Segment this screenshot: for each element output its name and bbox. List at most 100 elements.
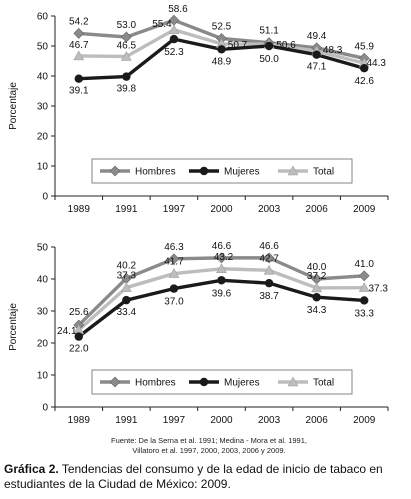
point-hombres bbox=[216, 252, 227, 264]
y-tick-label: 10 bbox=[37, 371, 49, 382]
caption-text: Tendencias del consumo y de la edad de i… bbox=[4, 462, 383, 491]
point-total bbox=[358, 282, 370, 292]
data-label-hombres: 41.0 bbox=[354, 259, 374, 270]
point-mujeres bbox=[169, 34, 179, 44]
y-tick-label: 60 bbox=[37, 12, 49, 23]
point-total bbox=[216, 263, 227, 274]
data-label-total: 37.3 bbox=[368, 284, 388, 295]
point-total bbox=[168, 24, 180, 35]
source-line-2: Villatoro et al. 1997, 2000, 2003, 2006 … bbox=[132, 446, 286, 455]
y-tick-label: 0 bbox=[42, 192, 48, 203]
data-label-total: 37.2 bbox=[307, 271, 327, 282]
y-tick-label: 50 bbox=[37, 243, 49, 254]
caption-label: Gráfica 2. bbox=[4, 462, 59, 476]
charts-canvas: 0 10 20 30 40 50 60 1989 1991 1997 2000 2003 2006 200… bbox=[8, 4, 389, 426]
data-label-total: 41.7 bbox=[164, 257, 184, 268]
source-note: Fuente: De la Serna et al. 1991; Medina … bbox=[24, 436, 394, 456]
y-tick-label: 30 bbox=[37, 307, 49, 318]
x-tick-label: 1997 bbox=[163, 415, 186, 426]
y-axis-label: Porcentaje bbox=[8, 303, 19, 351]
data-label-mujeres: 38.7 bbox=[259, 291, 279, 302]
data-label-hombres: 46.6 bbox=[259, 241, 279, 252]
legend-label-total: Total bbox=[313, 378, 334, 389]
data-label-mujeres: 39.1 bbox=[69, 86, 89, 97]
y-tick-label: 50 bbox=[37, 42, 49, 53]
y-tick-label: 10 bbox=[37, 162, 49, 173]
point-mujeres bbox=[312, 293, 321, 302]
point-mujeres bbox=[264, 278, 274, 288]
data-label-total: 44.3 bbox=[366, 58, 386, 69]
data-label-mujeres: 34.3 bbox=[307, 305, 327, 316]
data-label-hombres: 52.5 bbox=[212, 22, 232, 33]
legend-marker-total bbox=[287, 376, 299, 387]
data-label-hombres: 51.1 bbox=[259, 26, 279, 37]
x-tick-label: 1989 bbox=[68, 415, 91, 426]
x-tick-label: 2003 bbox=[258, 415, 281, 426]
point-total bbox=[120, 50, 132, 61]
y-tick-label: 20 bbox=[37, 339, 49, 350]
point-hombres bbox=[168, 253, 180, 265]
legend-marker-mujeres bbox=[199, 166, 209, 176]
legend-box bbox=[91, 158, 353, 184]
y-axis-label: Porcentaje bbox=[8, 82, 19, 130]
data-label-total: 37.3 bbox=[117, 271, 137, 282]
legend-marker-hombres bbox=[109, 165, 121, 177]
data-label-total: 55.4 bbox=[152, 19, 172, 30]
data-label-mujeres: 22.0 bbox=[69, 344, 89, 355]
legend-marker-mujeres bbox=[199, 377, 209, 387]
x-tick-label: 2009 bbox=[353, 415, 376, 426]
data-label-total: 50.6 bbox=[276, 40, 296, 51]
data-label-total: 50.7 bbox=[228, 40, 248, 51]
data-label-mujeres: 33.4 bbox=[117, 307, 137, 318]
data-label-hombres: 58.6 bbox=[168, 4, 188, 15]
x-tick-label: 1991 bbox=[115, 415, 138, 426]
data-label-hombres: 46.6 bbox=[212, 241, 232, 252]
legend-box bbox=[91, 369, 353, 395]
legend-label-total: Total bbox=[313, 167, 334, 178]
point-mujeres bbox=[169, 284, 179, 293]
x-tick-label: 1991 bbox=[115, 204, 138, 215]
point-total bbox=[311, 282, 323, 293]
data-label-total: 43.2 bbox=[214, 252, 234, 263]
legend-marker-hombres bbox=[109, 376, 121, 388]
point-mujeres bbox=[360, 63, 369, 73]
y-tick-label: 0 bbox=[42, 403, 48, 414]
data-label-mujeres: 33.3 bbox=[354, 308, 374, 319]
data-label-mujeres: 42.6 bbox=[354, 76, 374, 87]
y-tick-label: 40 bbox=[37, 275, 49, 286]
data-label-hombres: 40.0 bbox=[307, 262, 327, 273]
x-tick-label: 2000 bbox=[210, 204, 233, 215]
point-mujeres bbox=[217, 276, 226, 285]
data-label-total: 46.5 bbox=[117, 41, 137, 52]
x-tick-label: 2000 bbox=[210, 415, 233, 426]
point-total bbox=[168, 268, 180, 278]
point-mujeres bbox=[74, 332, 83, 341]
legend-label-hombres: Hombres bbox=[135, 167, 176, 178]
data-label-hombres: 40.2 bbox=[117, 260, 137, 271]
legend-label-mujeres: Mujeres bbox=[224, 167, 260, 178]
point-mujeres bbox=[122, 72, 131, 81]
y-tick-label: 40 bbox=[37, 72, 49, 83]
point-mujeres bbox=[74, 74, 83, 83]
legend-label-mujeres: Mujeres bbox=[224, 378, 260, 389]
x-tick-label: 1989 bbox=[68, 204, 91, 215]
point-mujeres bbox=[360, 296, 369, 305]
data-label-mujeres: 39.6 bbox=[212, 288, 232, 299]
data-label-hombres: 45.9 bbox=[354, 41, 374, 52]
data-label-total: 42.7 bbox=[259, 253, 279, 264]
x-tick-label: 2006 bbox=[306, 204, 329, 215]
data-label-hombres: 25.6 bbox=[69, 307, 89, 318]
point-mujeres bbox=[312, 50, 321, 59]
point-mujeres bbox=[264, 41, 274, 51]
data-label-total: 46.7 bbox=[69, 40, 89, 51]
chart-1: 0 10 20 30 40 50 60 1989 1991 1997 2000 2003 2006 200… bbox=[8, 4, 389, 215]
chart-2: 0 10 20 30 40 50 1989 1991 1997 2000 2003 2006 2009 P… bbox=[8, 241, 389, 426]
source-line-1: Fuente: De la Serna et al. 1991; Medina … bbox=[111, 436, 307, 445]
legend-marker-total bbox=[287, 165, 299, 176]
y-tick-label: 30 bbox=[37, 102, 49, 113]
point-hombres bbox=[263, 252, 275, 264]
data-label-hombres: 46.3 bbox=[164, 242, 184, 253]
point-hombres bbox=[358, 270, 370, 282]
point-total bbox=[73, 50, 85, 61]
